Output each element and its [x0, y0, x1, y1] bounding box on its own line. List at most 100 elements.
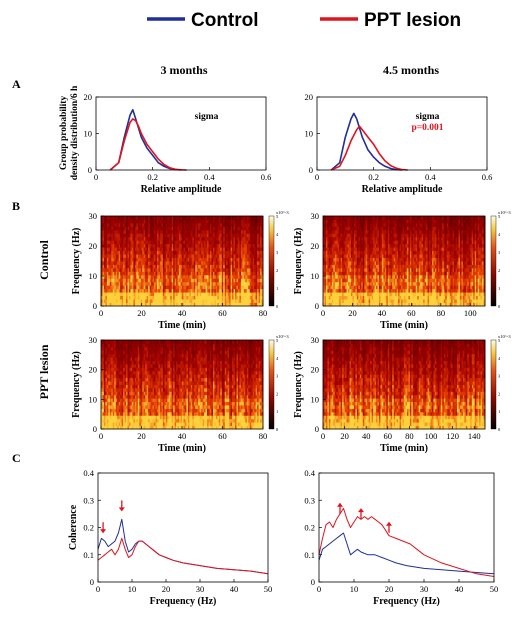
spectrogram-cell	[330, 247, 333, 252]
spectrogram-cell	[121, 240, 124, 245]
spectrogram-cell	[257, 288, 259, 293]
spectrogram-cell	[127, 271, 130, 276]
spectrogram-cell	[346, 292, 349, 297]
spectrogram-cell	[380, 288, 383, 293]
spectrogram-cell	[251, 233, 254, 238]
spectrogram-cell	[109, 257, 112, 262]
spectrogram-cell	[164, 271, 167, 276]
spectrogram-cell	[249, 240, 252, 245]
spectrogram-cell	[133, 288, 136, 293]
spectrogram-cell	[173, 216, 176, 220]
spectrogram-cell	[239, 243, 242, 248]
spectrogram-cell	[214, 250, 217, 255]
spectrogram-cell	[196, 243, 199, 248]
spectrogram-cell	[389, 271, 392, 276]
spectrogram-cell	[446, 261, 449, 265]
spectrogram-cell	[473, 274, 476, 279]
spectrogram-cell	[133, 274, 136, 279]
spectrogram-cell	[179, 257, 181, 262]
spectrogram-cell	[414, 254, 417, 258]
spectrogram-cell	[418, 254, 421, 258]
spectrogram-cell	[106, 261, 109, 265]
spectrogram-cell	[177, 302, 180, 307]
spectrogram-cell	[176, 278, 178, 283]
spectrogram-cell	[223, 216, 226, 220]
spectrogram-cell	[401, 267, 403, 272]
spectrogram-cell	[101, 216, 103, 220]
spectrogram-cell	[458, 302, 461, 307]
spectrogram-cell	[131, 299, 134, 303]
spectrogram-cell	[378, 240, 381, 245]
spectrogram-cell	[452, 261, 455, 265]
spectrogram-cell	[401, 295, 403, 300]
spectrogram-cell	[211, 281, 214, 286]
spectrogram-cell	[128, 247, 131, 252]
spectrogram-cell	[420, 274, 423, 279]
spectrogram-cell	[337, 264, 340, 269]
spectrogram-cell	[245, 261, 248, 265]
spectrogram-cell	[142, 288, 145, 293]
spectrogram-cell	[130, 240, 133, 245]
spectrogram-cell	[477, 295, 480, 300]
spectrogram-cell	[426, 267, 428, 272]
spectrogram-cell	[367, 257, 370, 262]
spectrogram-cell	[140, 226, 143, 231]
spectrogram-cell	[167, 229, 170, 234]
spectrogram-cell	[336, 292, 339, 297]
spectrogram-cell	[353, 250, 356, 255]
spectrogram-cell	[477, 281, 480, 286]
spectrogram-cell	[355, 261, 358, 265]
spectrogram-cell	[434, 257, 437, 262]
spectrogram-cell	[236, 222, 239, 227]
spectrogram-cell	[182, 254, 184, 258]
spectrogram-cell	[331, 257, 334, 262]
spectrogram-cell	[468, 271, 471, 276]
spectrogram-cell	[327, 267, 330, 272]
spectrogram-cell	[124, 292, 127, 297]
spectrogram-cell	[154, 271, 156, 276]
spectrogram-cell	[111, 295, 114, 300]
spectrogram-cell	[451, 299, 453, 303]
spectrogram-cell	[190, 216, 193, 220]
spectrogram-cell	[254, 278, 257, 283]
spectrogram-cell	[376, 271, 378, 276]
spectrogram-cell	[237, 247, 240, 252]
spectrogram-cell	[458, 292, 461, 297]
spectrogram-cell	[109, 261, 112, 265]
spectrogram-cell	[431, 288, 434, 293]
spectrogram-cell	[115, 278, 118, 283]
spectrogram-cell	[165, 285, 168, 290]
spectrogram-cell	[136, 281, 139, 286]
spectrogram-cell	[404, 278, 406, 283]
spectrogram-cell	[161, 254, 164, 258]
spectrogram-cell	[214, 254, 217, 258]
spectrogram-cell	[390, 292, 393, 297]
spectrogram-cell	[387, 257, 390, 262]
spectrogram-cell	[218, 281, 221, 286]
spectrogram-cell	[215, 295, 218, 300]
spectrogram-cell	[251, 292, 254, 297]
spectrogram-cell	[105, 236, 108, 241]
spectrogram-cell	[101, 222, 103, 227]
spectrogram-cell	[208, 302, 211, 307]
spectrogram-cell	[221, 299, 224, 303]
spectrogram-cell	[154, 288, 156, 293]
spectrogram-cell	[452, 257, 455, 262]
spectrogram-cell	[242, 250, 245, 255]
spectrogram-cell	[205, 302, 208, 307]
spectrogram-cell	[427, 288, 430, 293]
spectrogram-cell	[232, 226, 234, 231]
spectrogram-cell	[137, 219, 140, 224]
spectrogram-cell	[211, 274, 214, 279]
spectrogram-cell	[220, 285, 223, 290]
spectrogram-cell	[324, 267, 327, 272]
spectrogram-cell	[377, 250, 380, 255]
spectrogram-cell	[433, 288, 436, 293]
spectrogram-cell	[159, 267, 162, 272]
spectrogram-cell	[214, 222, 217, 227]
spectrogram-cell	[392, 281, 395, 286]
spectrogram-cell	[420, 257, 423, 262]
spectrogram-cell	[340, 271, 343, 276]
spectrogram-cell	[482, 247, 484, 252]
spectrogram-cell	[195, 285, 198, 290]
